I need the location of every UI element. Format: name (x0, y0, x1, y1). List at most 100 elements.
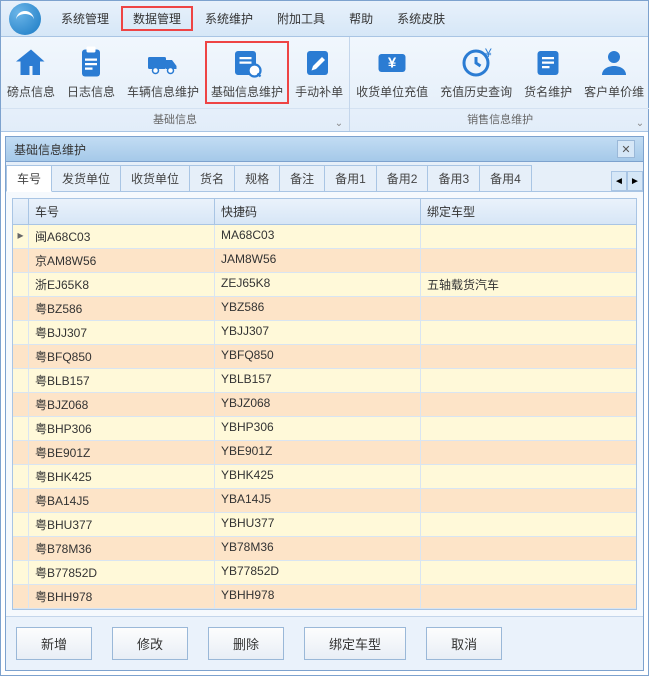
table-cell: 粤BJJ307 (29, 321, 215, 344)
column-header[interactable]: 车号 (29, 199, 215, 224)
table-cell: 粤BHU377 (29, 513, 215, 536)
row-marker (13, 585, 29, 608)
table-cell: 粤BHK425 (29, 465, 215, 488)
ribbon-item-label: 充值历史查询 (440, 83, 512, 100)
titlebar: 系统管理数据管理系统维护附加工具帮助系统皮肤 (1, 1, 648, 37)
row-marker (13, 393, 29, 416)
history-icon: ¥ (458, 45, 494, 81)
tab-scroll-button[interactable]: ► (627, 171, 643, 191)
table-row[interactable]: 浙EJ65K8ZEJ65K8五轴载货汽车 (13, 273, 636, 297)
table-cell (421, 249, 636, 272)
action-button[interactable]: 新增 (16, 627, 92, 660)
home-icon (13, 45, 49, 81)
ribbon-item-label: 车辆信息维护 (127, 83, 199, 100)
ribbon-item-label: 基础信息维护 (211, 83, 283, 100)
table-cell: 粤B77852D (29, 561, 215, 584)
table-row[interactable]: 粤BHH978YBHH978 (13, 585, 636, 609)
table-row[interactable]: 粤BA14J5YBA14J5 (13, 489, 636, 513)
tab[interactable]: 备注 (279, 165, 325, 191)
table-cell: ZEJ65K8 (215, 273, 421, 296)
table-row[interactable]: 粤BLB157YBLB157 (13, 369, 636, 393)
table-cell (421, 585, 636, 608)
ribbon-item[interactable]: 基础信息维护 (205, 41, 289, 104)
table-row[interactable]: 粤B77852DYB77852D (13, 561, 636, 585)
ribbon-item[interactable]: 手动补单 (289, 41, 349, 104)
table-cell: YBJJ307 (215, 321, 421, 344)
ribbon-item[interactable]: ¥收货单位充值 (350, 41, 434, 104)
table-row[interactable]: ▸闽A68C03MA68C03 (13, 225, 636, 249)
menu-item[interactable]: 系统皮肤 (385, 6, 457, 31)
tabs: 车号发货单位收货单位货名规格备注备用1备用2备用3备用4 ◄► (6, 162, 643, 192)
tab[interactable]: 备用4 (479, 165, 532, 191)
table-cell: YBJZ068 (215, 393, 421, 416)
clipboard-icon (73, 45, 109, 81)
action-button[interactable]: 绑定车型 (304, 627, 406, 660)
ribbon-item[interactable]: 客户单价维 (578, 41, 649, 104)
action-button[interactable]: 取消 (426, 627, 502, 660)
table-cell: YB77852D (215, 561, 421, 584)
row-marker (13, 465, 29, 488)
table-cell: YBFQ850 (215, 345, 421, 368)
main-window: 系统管理数据管理系统维护附加工具帮助系统皮肤 磅点信息日志信息车辆信息维护基础信… (0, 0, 649, 676)
ribbon-item[interactable]: ¥ 充值历史查询 (434, 41, 518, 104)
close-icon[interactable]: ✕ (617, 140, 635, 158)
row-marker (13, 297, 29, 320)
tab[interactable]: 收货单位 (120, 165, 190, 191)
column-header[interactable]: 快捷码 (215, 199, 421, 224)
row-marker (13, 321, 29, 344)
row-marker (13, 369, 29, 392)
column-header[interactable]: 绑定车型 (421, 199, 636, 224)
svg-text:¥: ¥ (388, 55, 397, 72)
table-row[interactable]: 粤BHP306YBHP306 (13, 417, 636, 441)
ribbon-item[interactable]: 货名维护 (518, 41, 578, 104)
table-row[interactable]: 粤B78M36YB78M36 (13, 537, 636, 561)
table-cell: 粤BHH978 (29, 585, 215, 608)
menu-item[interactable]: 帮助 (337, 6, 385, 31)
table-row[interactable]: 粤BE901ZYBE901Z (13, 441, 636, 465)
menu-item[interactable]: 数据管理 (121, 6, 193, 31)
table-row[interactable]: 粤BZ586YBZ586 (13, 297, 636, 321)
ribbon-item[interactable]: 日志信息 (61, 41, 121, 104)
table-cell: 五轴载货汽车 (421, 273, 636, 296)
ribbon-item[interactable]: 磅点信息 (1, 41, 61, 104)
table-cell: 粤BLB157 (29, 369, 215, 392)
table-cell (421, 441, 636, 464)
table-cell: 粤B78M36 (29, 537, 215, 560)
table-body[interactable]: ▸闽A68C03MA68C03京AM8W56JAM8W56浙EJ65K8ZEJ6… (13, 225, 636, 609)
tab[interactable]: 规格 (234, 165, 280, 191)
table-cell (421, 225, 636, 248)
menu-item[interactable]: 系统维护 (193, 6, 265, 31)
row-marker (13, 345, 29, 368)
table-row[interactable]: 粤BFQ850YBFQ850 (13, 345, 636, 369)
row-marker (13, 537, 29, 560)
action-button[interactable]: 修改 (112, 627, 188, 660)
table-row[interactable]: 粤BJZ068YBJZ068 (13, 393, 636, 417)
ribbon-item-label: 货名维护 (524, 83, 572, 100)
tab[interactable]: 货名 (189, 165, 235, 191)
tab[interactable]: 备用1 (324, 165, 377, 191)
table-cell: 粤BFQ850 (29, 345, 215, 368)
action-button[interactable]: 删除 (208, 627, 284, 660)
table-row[interactable]: 粤BHU377YBHU377 (13, 513, 636, 537)
ribbon-item-label: 客户单价维 (584, 83, 644, 100)
user-icon (596, 45, 632, 81)
tab[interactable]: 备用3 (427, 165, 480, 191)
tab[interactable]: 备用2 (376, 165, 429, 191)
table-cell: 粤BE901Z (29, 441, 215, 464)
tag-icon (530, 45, 566, 81)
tab[interactable]: 发货单位 (51, 165, 121, 191)
ribbon-item[interactable]: 车辆信息维护 (121, 41, 205, 104)
table-row[interactable]: 粤BHK425YBHK425 (13, 465, 636, 489)
table-cell (421, 345, 636, 368)
table-cell: 粤BZ586 (29, 297, 215, 320)
main-menu: 系统管理数据管理系统维护附加工具帮助系统皮肤 (49, 6, 457, 31)
menu-item[interactable]: 系统管理 (49, 6, 121, 31)
table-row[interactable]: 京AM8W56JAM8W56 (13, 249, 636, 273)
menu-item[interactable]: 附加工具 (265, 6, 337, 31)
table-cell: 粤BA14J5 (29, 489, 215, 512)
table-row[interactable]: 粤BJJ307YBJJ307 (13, 321, 636, 345)
table-cell: YBLB157 (215, 369, 421, 392)
tab[interactable]: 车号 (6, 165, 52, 192)
tab-scroll-button[interactable]: ◄ (611, 171, 627, 191)
ribbon-item-label: 手动补单 (295, 83, 343, 100)
